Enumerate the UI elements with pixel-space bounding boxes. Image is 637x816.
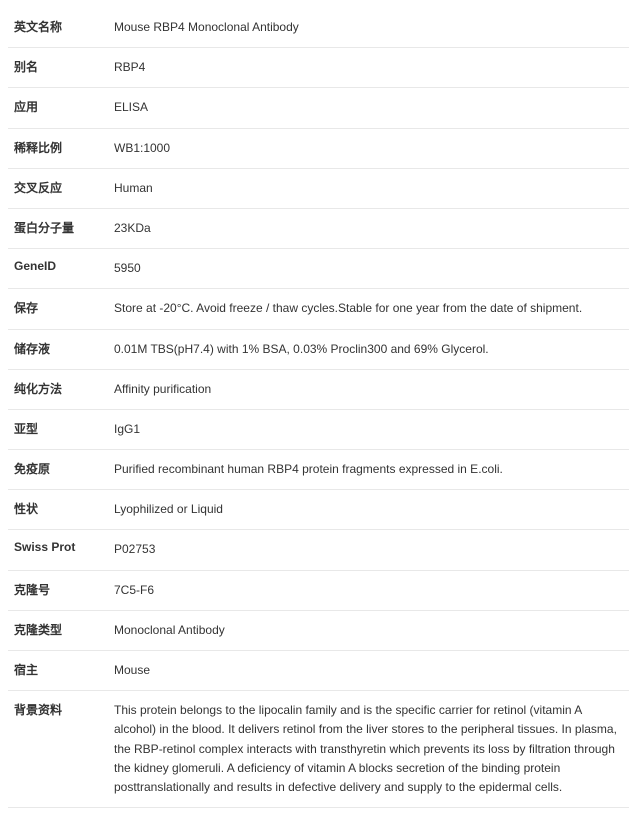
table-row: 亚型IgG1 xyxy=(8,409,629,449)
row-value: 0.01M TBS(pH7.4) with 1% BSA, 0.03% Proc… xyxy=(108,329,629,369)
row-value: P02753 xyxy=(108,530,629,570)
table-row: GeneID5950 xyxy=(8,249,629,289)
row-value: Lyophilized or Liquid xyxy=(108,490,629,530)
table-row: 英文名称Mouse RBP4 Monoclonal Antibody xyxy=(8,8,629,48)
row-value: RBP4 xyxy=(108,48,629,88)
table-row: 应用ELISA xyxy=(8,88,629,128)
row-label: 英文名称 xyxy=(8,8,108,48)
row-label: 保存 xyxy=(8,289,108,329)
table-row: 储存液0.01M TBS(pH7.4) with 1% BSA, 0.03% P… xyxy=(8,329,629,369)
row-value: 5950 xyxy=(108,249,629,289)
row-value: IgG1 xyxy=(108,409,629,449)
row-label: 纯化方法 xyxy=(8,369,108,409)
table-row: Swiss ProtP02753 xyxy=(8,530,629,570)
spec-table-body: 英文名称Mouse RBP4 Monoclonal Antibody 别名RBP… xyxy=(8,8,629,808)
row-label: Swiss Prot xyxy=(8,530,108,570)
row-label: 克隆类型 xyxy=(8,610,108,650)
row-label: 亚型 xyxy=(8,409,108,449)
row-value: ELISA xyxy=(108,88,629,128)
table-row: 交叉反应Human xyxy=(8,168,629,208)
row-label: 克隆号 xyxy=(8,570,108,610)
row-label: 宿主 xyxy=(8,651,108,691)
row-label: 应用 xyxy=(8,88,108,128)
table-row: 稀释比例WB1:1000 xyxy=(8,128,629,168)
row-value: 7C5-F6 xyxy=(108,570,629,610)
row-label: 交叉反应 xyxy=(8,168,108,208)
row-value: Mouse xyxy=(108,651,629,691)
row-value: 23KDa xyxy=(108,208,629,248)
table-row: 性状Lyophilized or Liquid xyxy=(8,490,629,530)
row-label: 稀释比例 xyxy=(8,128,108,168)
row-value: Purified recombinant human RBP4 protein … xyxy=(108,450,629,490)
row-label: 性状 xyxy=(8,490,108,530)
table-row: 别名RBP4 xyxy=(8,48,629,88)
row-label: 免疫原 xyxy=(8,450,108,490)
table-row: 免疫原Purified recombinant human RBP4 prote… xyxy=(8,450,629,490)
row-value: Human xyxy=(108,168,629,208)
row-label: 背景资料 xyxy=(8,691,108,808)
spec-table: 英文名称Mouse RBP4 Monoclonal Antibody 别名RBP… xyxy=(8,8,629,808)
table-row: 宿主Mouse xyxy=(8,651,629,691)
row-value: Monoclonal Antibody xyxy=(108,610,629,650)
table-row: 蛋白分子量23KDa xyxy=(8,208,629,248)
table-row: 克隆类型Monoclonal Antibody xyxy=(8,610,629,650)
row-value: This protein belongs to the lipocalin fa… xyxy=(108,691,629,808)
table-row: 纯化方法Affinity purification xyxy=(8,369,629,409)
table-row: 克隆号7C5-F6 xyxy=(8,570,629,610)
row-label: GeneID xyxy=(8,249,108,289)
row-value: WB1:1000 xyxy=(108,128,629,168)
table-row: 背景资料This protein belongs to the lipocali… xyxy=(8,691,629,808)
row-label: 蛋白分子量 xyxy=(8,208,108,248)
row-label: 储存液 xyxy=(8,329,108,369)
row-label: 别名 xyxy=(8,48,108,88)
row-value: Store at -20°C. Avoid freeze / thaw cycl… xyxy=(108,289,629,329)
row-value: Affinity purification xyxy=(108,369,629,409)
table-row: 保存Store at -20°C. Avoid freeze / thaw cy… xyxy=(8,289,629,329)
row-value: Mouse RBP4 Monoclonal Antibody xyxy=(108,8,629,48)
